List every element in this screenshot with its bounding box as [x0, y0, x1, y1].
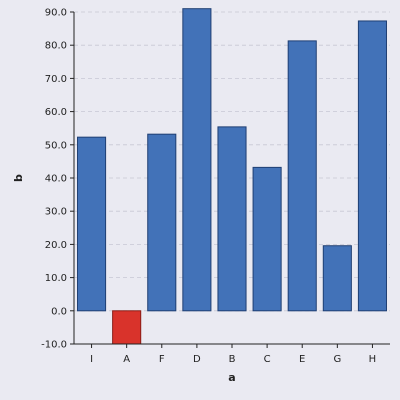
y-ticks: -10.0 0.0 10.0 20.0 30.0 40.0 50.0 60.0 70.0 80.0…	[41, 8, 74, 351]
x-tick-label-E: E	[299, 354, 305, 365]
x-tick-label-B: B	[229, 354, 236, 365]
y-tick-label: 80.0	[45, 41, 67, 52]
bar-G	[322, 245, 352, 312]
bar-H	[357, 20, 387, 312]
bars	[77, 8, 387, 345]
y-tick-label: 50.0	[45, 140, 67, 151]
bar-E	[287, 40, 317, 312]
y-tick-label: -10.0	[41, 340, 67, 351]
bar-A	[112, 310, 142, 345]
y-tick-label: 20.0	[45, 240, 67, 251]
x-tick-label-G: G	[333, 354, 341, 365]
bar-I	[77, 136, 107, 312]
x-tick-label-I: I	[90, 354, 93, 365]
x-tick-label-F: F	[159, 354, 165, 365]
bar-F	[147, 133, 177, 312]
bar-C	[252, 166, 282, 312]
y-axis-label: b	[12, 174, 25, 182]
y-tick-label: 0.0	[51, 306, 67, 317]
x-tick-label-C: C	[264, 354, 271, 365]
x-tick-label-D: D	[193, 354, 201, 365]
bar-D	[182, 8, 212, 312]
x-axis-label: a	[228, 371, 235, 384]
y-tick-label: 40.0	[45, 174, 67, 185]
y-tick-label: 30.0	[45, 207, 67, 218]
x-tick-label-A: A	[123, 354, 130, 365]
y-tick-label: 70.0	[45, 74, 67, 85]
y-tick-label: 10.0	[45, 273, 67, 284]
y-tick-label: 60.0	[45, 107, 67, 118]
x-tick-label-H: H	[369, 354, 377, 365]
bar-B	[217, 126, 247, 312]
y-tick-label: 90.0	[45, 8, 67, 19]
